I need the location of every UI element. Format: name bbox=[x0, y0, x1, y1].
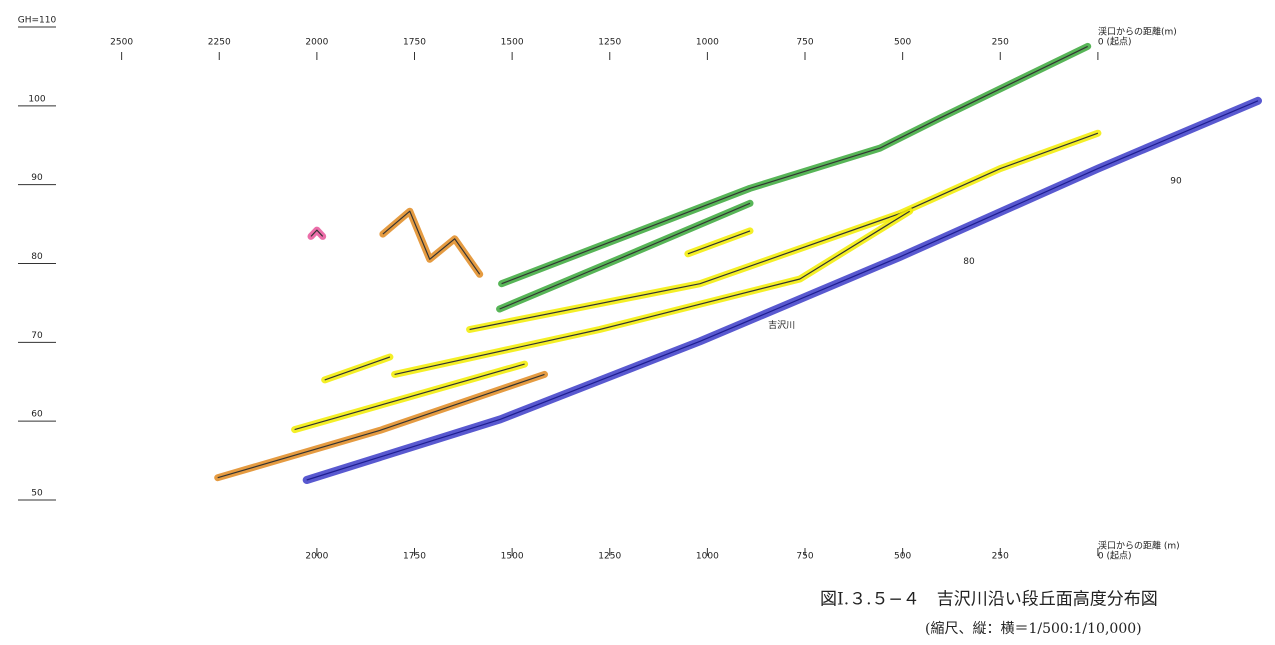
x-tick-label: 2500 bbox=[110, 38, 133, 48]
y-tick-label: 80 bbox=[31, 252, 43, 262]
y-tick-label: 100 bbox=[28, 94, 45, 104]
x-tick-label: 1500 bbox=[501, 38, 524, 48]
x-tick-label: 0 (起点) bbox=[1098, 37, 1132, 48]
y-tick-label: 70 bbox=[31, 331, 43, 341]
center-line bbox=[469, 132, 1099, 331]
x-tick-label: 750 bbox=[796, 552, 813, 562]
x-tick-label: 250 bbox=[992, 38, 1009, 48]
y-tick-label: 50 bbox=[31, 489, 43, 499]
center-line bbox=[217, 373, 545, 479]
x-tick-label: 250 bbox=[992, 552, 1009, 562]
center-line bbox=[294, 363, 525, 431]
center-line bbox=[306, 100, 1259, 481]
y-tick-label: 90 bbox=[31, 173, 43, 183]
terrace-line bbox=[379, 207, 484, 278]
center-line bbox=[310, 229, 324, 237]
x-tick-label: 750 bbox=[796, 38, 813, 48]
x-axis-label: 渓口からの距離 (m) bbox=[1098, 540, 1180, 552]
y-tick-label: 60 bbox=[31, 410, 43, 420]
chart-title: 図Ⅰ.３.５−４ 吉沢川沿い段丘面高度分布図 bbox=[820, 590, 1158, 610]
center-line bbox=[382, 210, 481, 275]
terrace-line bbox=[466, 129, 1102, 333]
chart-subtitle: (縮尺、縦：横＝1/500:1/10,000) bbox=[925, 621, 1142, 637]
annotation: 90 bbox=[1170, 177, 1182, 187]
y-tick-label: GH=110 bbox=[18, 16, 57, 26]
x-tick-label: 1750 bbox=[403, 552, 426, 562]
x-tick-label: 1250 bbox=[598, 38, 621, 48]
terrace-line bbox=[307, 226, 327, 240]
x-tick-label: 500 bbox=[894, 38, 911, 48]
x-tick-label: 500 bbox=[894, 552, 911, 562]
terrace-line bbox=[302, 96, 1262, 484]
x-tick-label: 1500 bbox=[501, 552, 524, 562]
x-tick-label: 2250 bbox=[208, 38, 231, 48]
x-tick-label: 1750 bbox=[403, 38, 426, 48]
annotation: 吉沢川 bbox=[768, 319, 795, 331]
center-line bbox=[501, 45, 1088, 285]
x-tick-label: 2000 bbox=[305, 552, 328, 562]
center-line bbox=[499, 202, 751, 310]
x-tick-label: 1000 bbox=[696, 38, 719, 48]
x-tick-label: 2000 bbox=[305, 38, 328, 48]
annotation: 80 bbox=[963, 257, 975, 267]
x-tick-label: 1250 bbox=[598, 552, 621, 562]
terrace-line bbox=[214, 370, 548, 482]
x-tick-label: 0 (起点) bbox=[1098, 551, 1132, 562]
center-line bbox=[324, 356, 391, 381]
center-line bbox=[687, 230, 751, 255]
center-line bbox=[394, 210, 911, 375]
x-tick-label: 1000 bbox=[696, 552, 719, 562]
x-axis-label-top: 渓口からの距離(m) bbox=[1098, 26, 1177, 38]
